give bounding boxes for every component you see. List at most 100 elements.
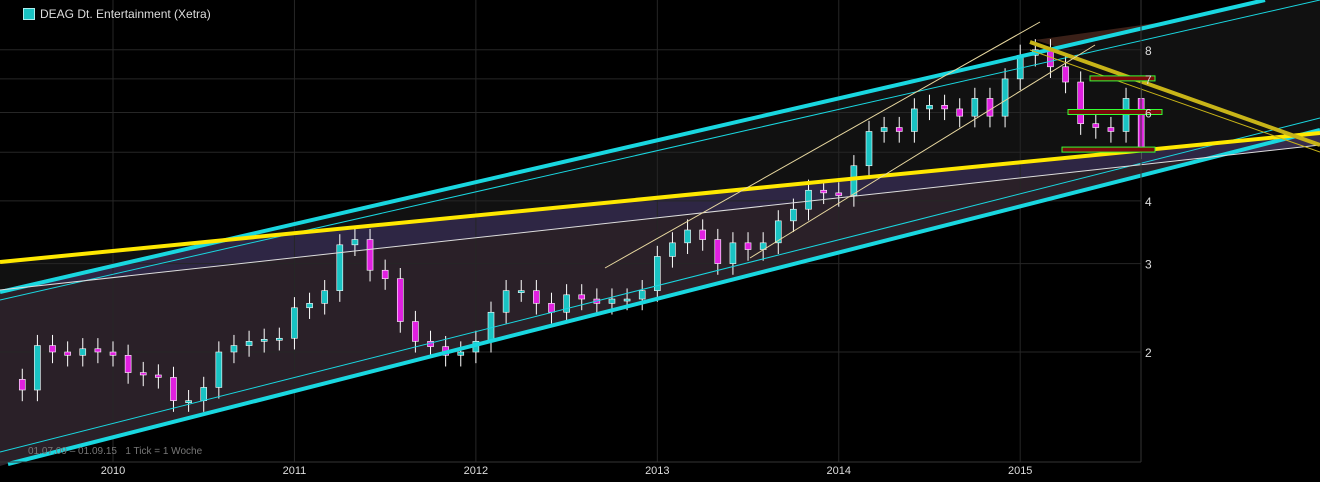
candle-body xyxy=(911,108,918,132)
candle-body xyxy=(880,127,888,132)
candle-body xyxy=(260,338,268,342)
candle-body xyxy=(64,351,71,356)
resistance-trend-line xyxy=(1029,40,1320,147)
axes: 2 3 4 6 7 8 2010 2011 2012 2013 2014 2015 xyxy=(101,44,1152,477)
level-box xyxy=(1089,75,1156,82)
candle-body xyxy=(109,351,117,356)
y-tick-label: 2 xyxy=(1145,346,1152,360)
candle-body xyxy=(820,189,827,194)
candle-body xyxy=(34,345,41,391)
candle-body xyxy=(533,290,540,304)
candle-body xyxy=(956,108,964,117)
candle-body xyxy=(291,307,298,339)
legend: DEAG Dt. Entertainment (Xetra) xyxy=(23,7,211,21)
candle-body xyxy=(245,341,253,346)
candle-body xyxy=(396,278,404,322)
level-box xyxy=(1067,109,1163,116)
candle-body xyxy=(684,229,691,244)
candle-body xyxy=(578,294,586,300)
parallel-channel-upper xyxy=(604,21,1041,269)
channel-shading xyxy=(0,0,1320,466)
candle-body xyxy=(563,294,570,313)
candle-body xyxy=(623,298,631,302)
y-tick-label: 4 xyxy=(1145,195,1152,209)
candle-body xyxy=(669,242,676,257)
candle-body xyxy=(835,192,843,196)
x-tick-label: 2011 xyxy=(283,465,307,477)
candle-body xyxy=(774,220,782,244)
candle-body xyxy=(1092,123,1100,128)
x-tick-label: 2015 xyxy=(1008,465,1032,477)
candle-body xyxy=(699,229,706,240)
candle-body xyxy=(321,290,328,304)
candle-body xyxy=(49,345,56,353)
y-tick-label: 6 xyxy=(1145,107,1152,121)
candle-body xyxy=(381,269,389,279)
candle-body xyxy=(865,131,873,167)
candle-body xyxy=(608,298,616,304)
candle-body xyxy=(139,372,147,376)
candle-body xyxy=(155,374,162,378)
candle-body xyxy=(805,189,812,210)
candle-body xyxy=(1001,78,1009,117)
range-info: 01.07.09 – 01.09.15 1 Tick = 1 Woche xyxy=(28,446,202,457)
candle-body xyxy=(790,208,797,222)
candle-body xyxy=(744,242,752,250)
candle-body xyxy=(986,98,994,117)
x-tick-label: 2013 xyxy=(645,465,669,477)
upper-channel-thin xyxy=(0,0,1320,301)
candle-body xyxy=(215,351,223,388)
tick-info: 1 Tick = 1 Woche xyxy=(125,446,203,457)
candle-body xyxy=(895,127,903,132)
candle-body xyxy=(276,337,283,341)
candle-body xyxy=(638,290,646,300)
y-tick-label: 8 xyxy=(1145,44,1152,58)
candle-body xyxy=(124,354,132,373)
candle-body xyxy=(1062,66,1069,83)
candle-body xyxy=(94,348,102,353)
grid xyxy=(0,0,1141,462)
x-tick-label: 2014 xyxy=(827,465,851,477)
candle-body xyxy=(971,98,979,117)
lower-channel-fill xyxy=(0,128,1320,466)
candle-body xyxy=(457,351,465,356)
support-trend-line xyxy=(0,131,1320,264)
date-range: 01.07.09 – 01.09.15 xyxy=(28,446,117,457)
legend-swatch xyxy=(23,8,35,20)
candle-body xyxy=(548,303,555,313)
support-white-line xyxy=(0,144,1320,291)
candle-body xyxy=(412,321,419,342)
candle-body xyxy=(1077,81,1084,124)
resistance-thin-line xyxy=(1029,49,1320,153)
candle-body xyxy=(351,239,359,246)
candle-body xyxy=(336,244,344,291)
candle-body xyxy=(200,387,208,401)
lower-channel-line xyxy=(7,128,1320,466)
lower-channel-thin xyxy=(0,117,1320,453)
y-tick-label: 3 xyxy=(1145,258,1152,272)
candle-body xyxy=(230,345,238,353)
candle-body xyxy=(714,239,722,264)
y-tick-label: 7 xyxy=(1145,73,1152,87)
candle-body xyxy=(926,105,933,110)
candle-body xyxy=(79,348,87,356)
horizontal-levels xyxy=(1061,75,1163,153)
candle-body xyxy=(502,290,510,313)
support-band-fill xyxy=(0,133,1320,290)
candle-body xyxy=(306,303,313,309)
candle-body xyxy=(729,242,737,264)
candle-body xyxy=(517,290,525,293)
chart-title: DEAG Dt. Entertainment (Xetra) xyxy=(40,7,211,21)
candle-body xyxy=(654,256,661,291)
x-tick-label: 2010 xyxy=(101,465,125,477)
level-box xyxy=(1061,146,1156,153)
candle-body xyxy=(1107,127,1115,132)
trendlines xyxy=(0,0,1320,466)
candle-body xyxy=(185,400,192,403)
x-tick-label: 2012 xyxy=(464,465,488,477)
candle-body xyxy=(170,377,177,401)
candle-body xyxy=(366,239,374,271)
candle-body xyxy=(18,379,26,391)
parallel-channel-lower xyxy=(749,44,1096,259)
